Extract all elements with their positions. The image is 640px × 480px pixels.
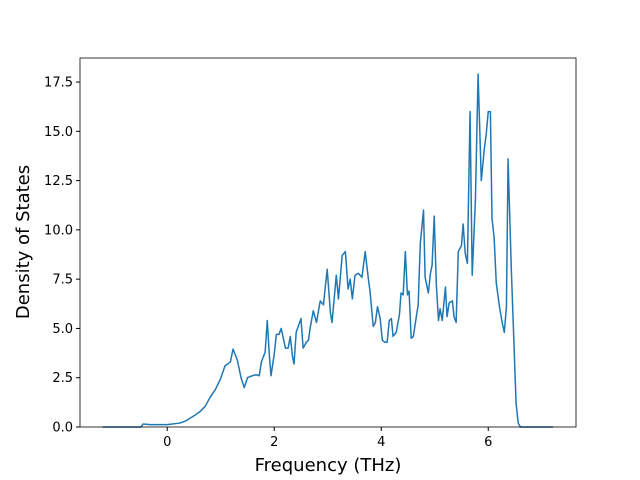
- x-tick-label: 4: [377, 435, 385, 450]
- x-tick-label: 2: [270, 435, 278, 450]
- y-axis-label: Density of States: [13, 165, 34, 319]
- y-tick-label: 7.5: [52, 273, 73, 288]
- x-tick-label: 6: [484, 435, 492, 450]
- data-line: [102, 73, 553, 428]
- plot-frame: [79, 57, 577, 428]
- x-axis-label: Frequency (THz): [255, 455, 402, 476]
- y-tick-label: 0.0: [52, 421, 73, 436]
- y-tick-label: 17.5: [44, 76, 73, 91]
- y-tick-label: 12.5: [44, 174, 73, 189]
- y-tick-label: 10.0: [44, 223, 73, 238]
- y-tick-label: 2.5: [52, 371, 73, 386]
- y-tick-label: 5.0: [52, 322, 73, 337]
- x-tick-label: 0: [163, 435, 171, 450]
- y-tick-label: 15.0: [44, 125, 73, 140]
